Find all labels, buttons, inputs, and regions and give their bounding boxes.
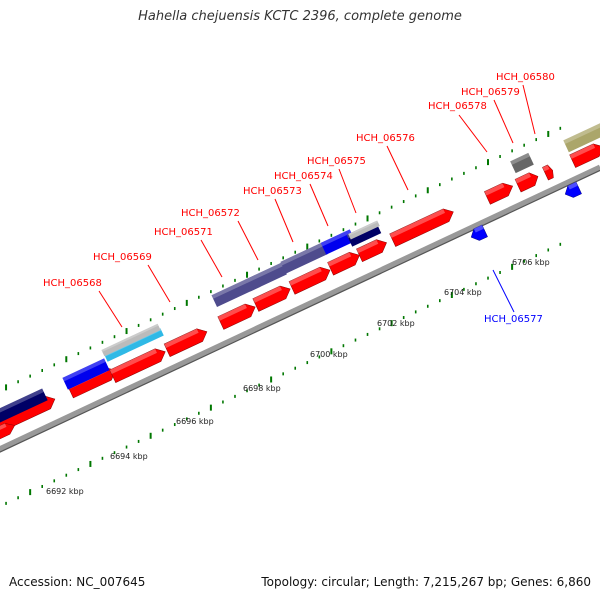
ruler-ticks [5,126,562,505]
feature-boxes [0,121,600,453]
ruler-label: 6700 kbp [310,350,348,359]
reverse-gene [564,181,582,198]
forward-gene [327,252,360,276]
cog-box [245,262,287,292]
ruler-label: 6704 kbp [444,288,482,297]
backbone-shadow [0,169,600,453]
gene-label: HCH_06578 [428,101,487,112]
cog-box [320,229,356,255]
gene-label: HCH_06572 [181,208,240,219]
label-leaders [98,84,536,328]
gene-label: HCH_06579 [461,87,520,98]
forward-gene [542,164,554,181]
gene-labels: HCH_06568HCH_06569HCH_06571HCH_06572HCH_… [43,72,555,325]
leader-line [492,269,515,313]
forward-gene [252,285,291,312]
forward-gene [288,266,331,295]
ruler-upper [5,126,562,391]
accession-text: Accession: NC_007645 [9,575,146,589]
gene-label: HCH_06574 [274,171,333,182]
ruler-label: 6706 kbp [512,258,550,267]
topology-text: Topology: circular; Length: 7,215,267 bp… [261,575,591,589]
map-title: Hahella chejuensis KCTC 2396, complete g… [138,9,462,24]
ruler-label: 6696 kbp [176,417,214,426]
forward-gene [109,348,166,383]
gene-label: HCH_06577 [484,314,543,325]
leader-line [493,99,514,144]
cog-box [0,388,48,424]
leader-line [458,114,488,153]
cog-box [348,220,380,240]
forward-gene [356,239,387,263]
gene-label: HCH_06569 [93,252,152,263]
cog-box [280,242,328,274]
cog-box [563,121,600,153]
cog-box [510,152,534,174]
ruler-lower [5,242,562,505]
ruler-labels: 6692 kbp 6694 kbp 6696 kbp 6698 kbp 6700 kbp… [46,258,550,496]
forward-gene [484,182,514,205]
forward-gene [514,172,539,193]
gene-label: HCH_06575 [307,156,366,167]
cog-box [101,323,161,357]
reverse-gene [470,224,488,241]
forward-gene [0,423,16,453]
forward-gene [217,303,256,330]
ruler-label: 6702 kbp [377,319,415,328]
leader-line [386,145,409,191]
cog-box [62,358,110,390]
ruler-label: 6694 kbp [110,452,148,461]
leader-line [338,168,357,214]
backbone [0,164,600,452]
leader-line [274,198,294,243]
gene-label: HCH_06568 [43,278,102,289]
leader-line [147,264,171,303]
forward-gene [569,143,600,168]
ruler-label: 6698 kbp [243,384,281,393]
leader-line [309,183,329,227]
gene-label: HCH_06580 [496,72,555,83]
leader-line [237,220,259,261]
leader-line [98,290,123,328]
gene-label: HCH_06571 [154,227,213,238]
forward-gene [163,328,208,357]
leader-line [200,239,223,278]
leader-line [522,84,536,135]
forward-gene [389,208,454,247]
gene-label: HCH_06573 [243,186,302,197]
gene-label: HCH_06576 [356,133,415,144]
ruler-label: 6692 kbp [46,487,84,496]
